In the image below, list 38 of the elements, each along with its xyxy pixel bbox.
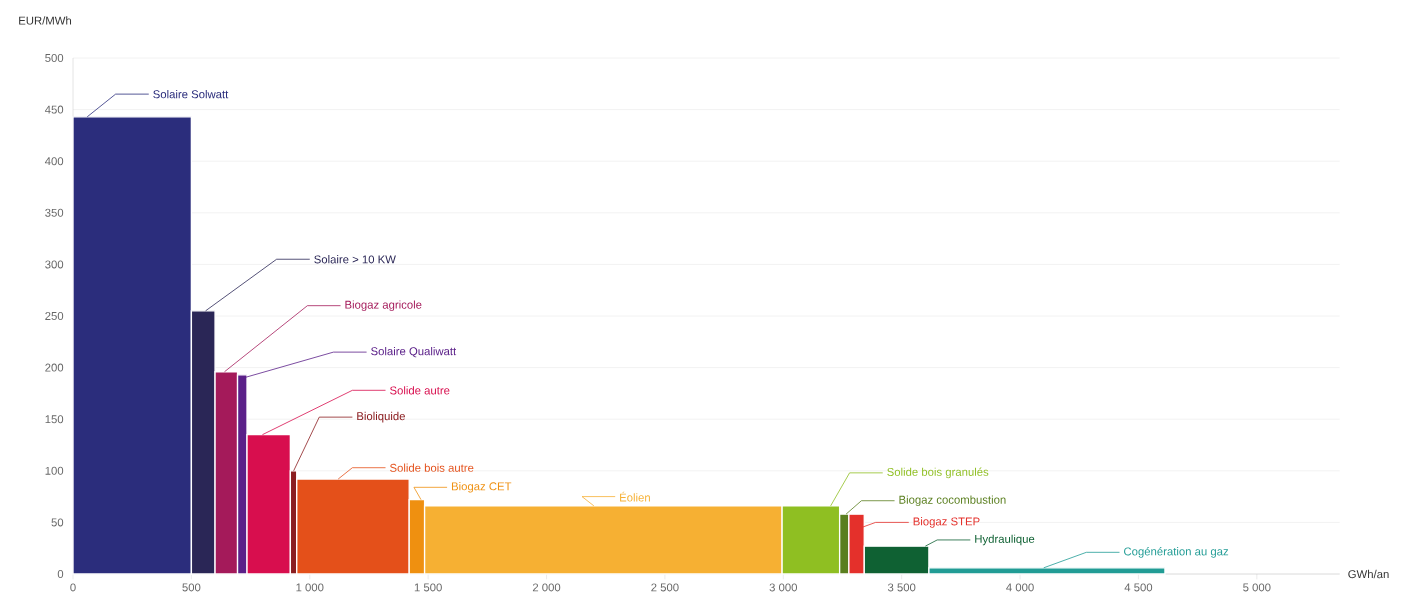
x-axis-title: GWh/an (1348, 569, 1389, 579)
annotation: Solaire > 10 KW (314, 255, 396, 264)
y-tick-label: 100 (45, 466, 64, 475)
annotation: Solide bois granulés (887, 467, 989, 479)
annotation: Biogaz cocombustion (899, 495, 1006, 506)
y-tick-label: 500 (45, 54, 64, 63)
x-tick-label: 0 (70, 583, 76, 592)
x-tick-label: 500 (182, 583, 201, 592)
y-tick-label: 150 (45, 415, 64, 424)
annotation: Bioliquide (357, 411, 405, 423)
annotation: Biogaz STEP (913, 517, 980, 528)
y-tick-label: 450 (44, 105, 64, 114)
y-tick-label: 350 (45, 208, 64, 217)
x-tick-label: 2 500 (651, 583, 679, 592)
annotation: Solaire Solwatt (153, 89, 229, 99)
y-tick-label: 0 (57, 570, 64, 579)
annotation: Hydraulique (975, 534, 1035, 546)
x-tick-label: 3 000 (769, 583, 798, 592)
x-tick-label: 1 500 (414, 583, 442, 592)
y-tick-label: 250 (45, 312, 64, 321)
x-tick-label: 4 500 (1124, 583, 1153, 592)
annotation: Biogaz agricole (345, 300, 422, 311)
y-tick-label: 300 (45, 260, 64, 269)
x-tick-label: 3 500 (887, 583, 916, 592)
x-tick-label: 5 000 (1243, 583, 1271, 592)
annotation: Solaire Qualiwatt (371, 346, 457, 358)
annotation: Éolien (620, 491, 650, 502)
annotation: Solide bois autre (390, 463, 474, 472)
y-axis-title: EUR/MWh (19, 16, 72, 25)
annotation: Biogaz CET (451, 482, 512, 493)
y-tick-label: 400 (44, 157, 64, 166)
annotation: Cogénération au gaz (1124, 546, 1229, 558)
x-tick-label: 2 000 (532, 583, 561, 592)
annotation: Solide autre (390, 386, 450, 395)
y-tick-label: 50 (51, 518, 64, 527)
x-tick-label: 4 000 (1006, 583, 1034, 592)
y-tick-label: 200 (45, 363, 64, 372)
x-tick-label: 1 000 (296, 583, 324, 592)
